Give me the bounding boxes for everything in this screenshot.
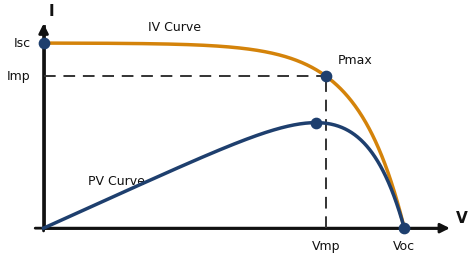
Text: I: I <box>48 4 54 19</box>
Point <box>40 41 47 45</box>
Point <box>322 74 330 78</box>
Text: V: V <box>456 211 468 226</box>
Text: Imp: Imp <box>7 70 30 83</box>
Text: IV Curve: IV Curve <box>148 21 201 34</box>
Text: Isc: Isc <box>13 36 30 50</box>
Text: Vmp: Vmp <box>312 240 340 253</box>
Text: Voc: Voc <box>393 240 415 253</box>
Text: PV Curve: PV Curve <box>88 175 145 188</box>
Point <box>401 226 408 230</box>
Point <box>312 121 319 125</box>
Text: Pmax: Pmax <box>337 54 372 67</box>
